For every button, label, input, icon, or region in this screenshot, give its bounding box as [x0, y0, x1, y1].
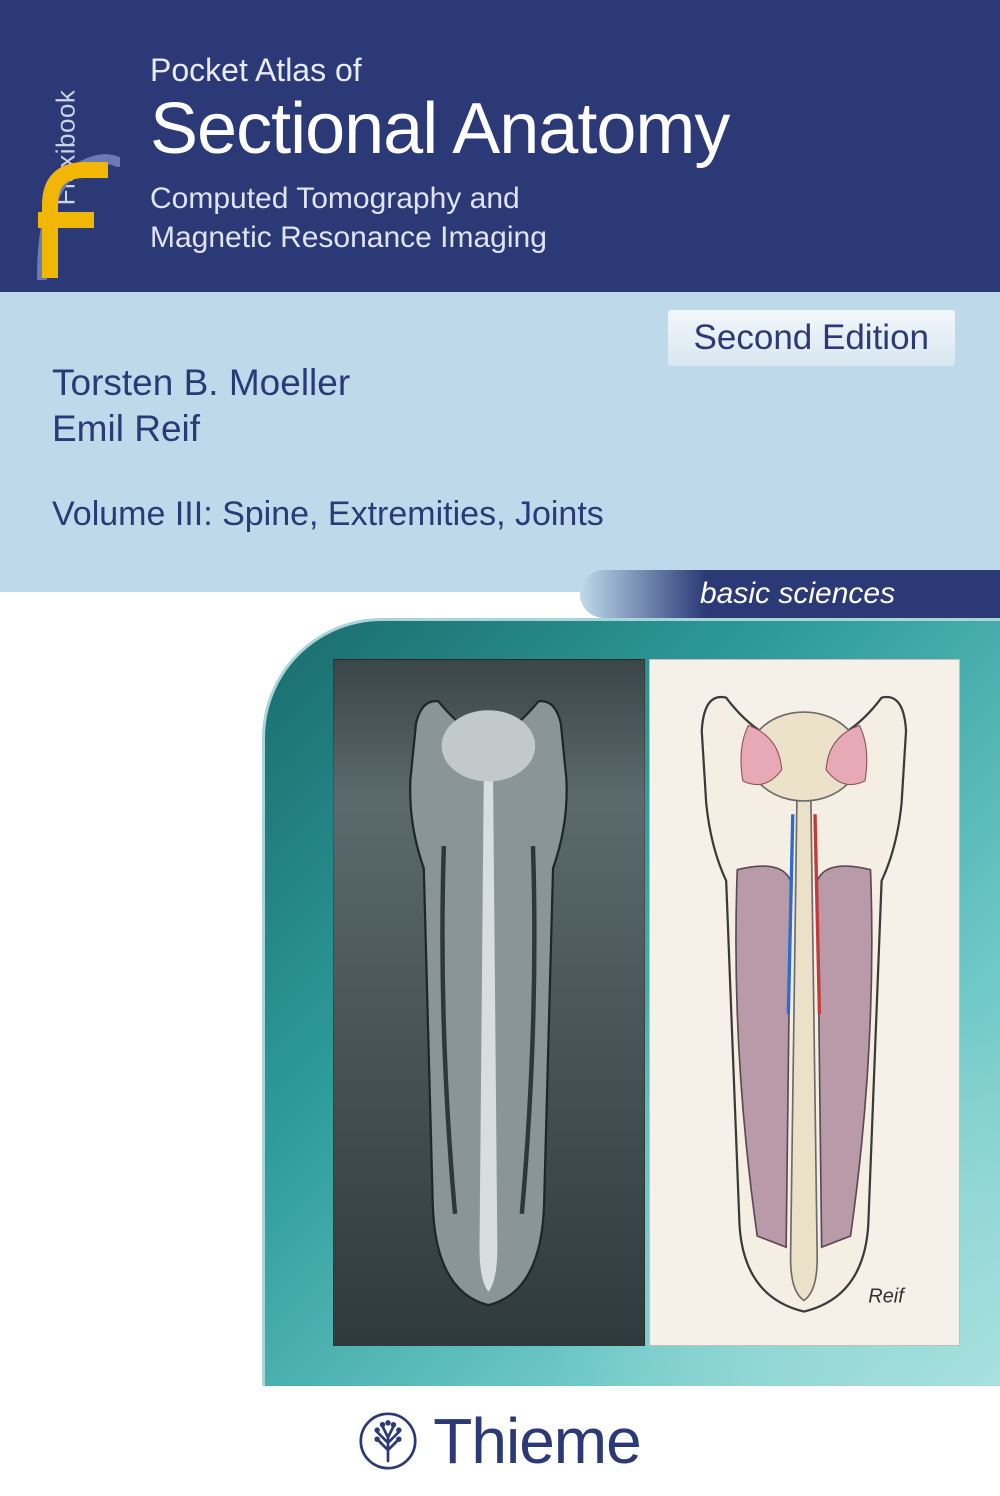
main-title: Sectional Anatomy: [150, 93, 729, 165]
authors-block: Torsten B. Moeller Emil Reif: [52, 360, 350, 453]
pretitle: Pocket Atlas of: [150, 52, 729, 89]
subtitle-line-1: Computed Tomography and: [150, 182, 520, 215]
publisher-logo-icon: [359, 1412, 417, 1470]
left-white-block: [0, 592, 262, 1386]
mri-scan-image: [333, 659, 645, 1346]
anatomy-image-pair: Reif: [333, 659, 960, 1346]
publisher-name: Thieme: [433, 1404, 640, 1478]
subtitle: Computed Tomography and Magnetic Resonan…: [150, 179, 729, 257]
subtitle-line-2: Magnetic Resonance Imaging: [150, 221, 547, 254]
publisher-bar: Thieme: [0, 1386, 1000, 1496]
category-pill: basic sciences: [580, 570, 1000, 618]
volume-label: Volume III: Spine, Extremities, Joints: [52, 495, 604, 534]
flexibook-f-icon: [30, 150, 120, 280]
leg-scan-icon: [377, 687, 600, 1317]
cover-image-panel: Reif: [262, 618, 1000, 1386]
title-block: Pocket Atlas of Sectional Anatomy Comput…: [150, 52, 729, 257]
category-label: basic sciences: [700, 577, 895, 611]
edition-badge: Second Edition: [668, 310, 955, 366]
illustration-signature: Reif: [869, 1285, 907, 1307]
author-1: Torsten B. Moeller: [52, 360, 350, 406]
author-2: Emil Reif: [52, 406, 350, 452]
anatomy-illustration-image: Reif: [649, 659, 961, 1346]
leg-illustration-icon: Reif: [677, 681, 931, 1325]
